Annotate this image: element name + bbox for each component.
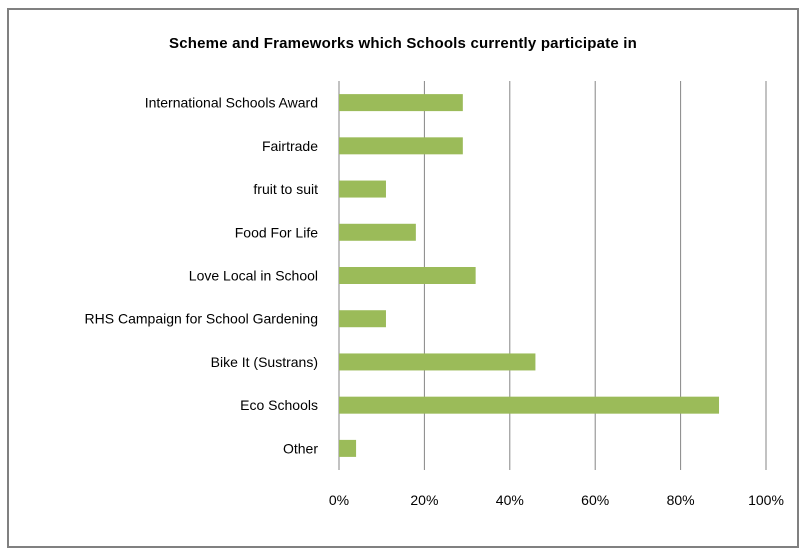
x-axis-ticks: 0% 20% 40% 60% 80% 100%: [329, 492, 784, 508]
category-label: Bike It (Sustrans): [211, 354, 318, 370]
x-tick-label: 0%: [329, 492, 349, 508]
x-tick-label: 20%: [410, 492, 438, 508]
x-tick-label: 60%: [581, 492, 609, 508]
bar: [339, 353, 536, 371]
bar-chart: International Schools Award Fairtrade frui…: [85, 81, 784, 508]
category-label: Other: [283, 440, 318, 456]
x-tick-label: 40%: [496, 492, 524, 508]
bar: [339, 94, 463, 112]
category-label: Food For Life: [235, 224, 318, 240]
chart-title: Scheme and Frameworks which Schools curr…: [169, 35, 637, 52]
bar: [339, 439, 357, 457]
category-label: International Schools Award: [145, 95, 318, 111]
category-label: Eco Schools: [240, 397, 318, 413]
bar: [339, 310, 386, 328]
x-tick-label: 100%: [748, 492, 784, 508]
bar: [339, 223, 416, 241]
bars: [339, 94, 720, 457]
category-label: Love Local in School: [189, 268, 318, 284]
category-label: fruit to suit: [253, 181, 318, 197]
bar: [339, 267, 476, 284]
category-label: RHS Campaign for School Gardening: [85, 311, 318, 327]
bar: [339, 137, 463, 155]
x-tick-label: 80%: [667, 492, 695, 508]
category-labels: International Schools Award Fairtrade frui…: [85, 95, 319, 457]
bar: [339, 180, 386, 198]
category-label: Fairtrade: [262, 138, 318, 154]
bar: [339, 396, 720, 414]
